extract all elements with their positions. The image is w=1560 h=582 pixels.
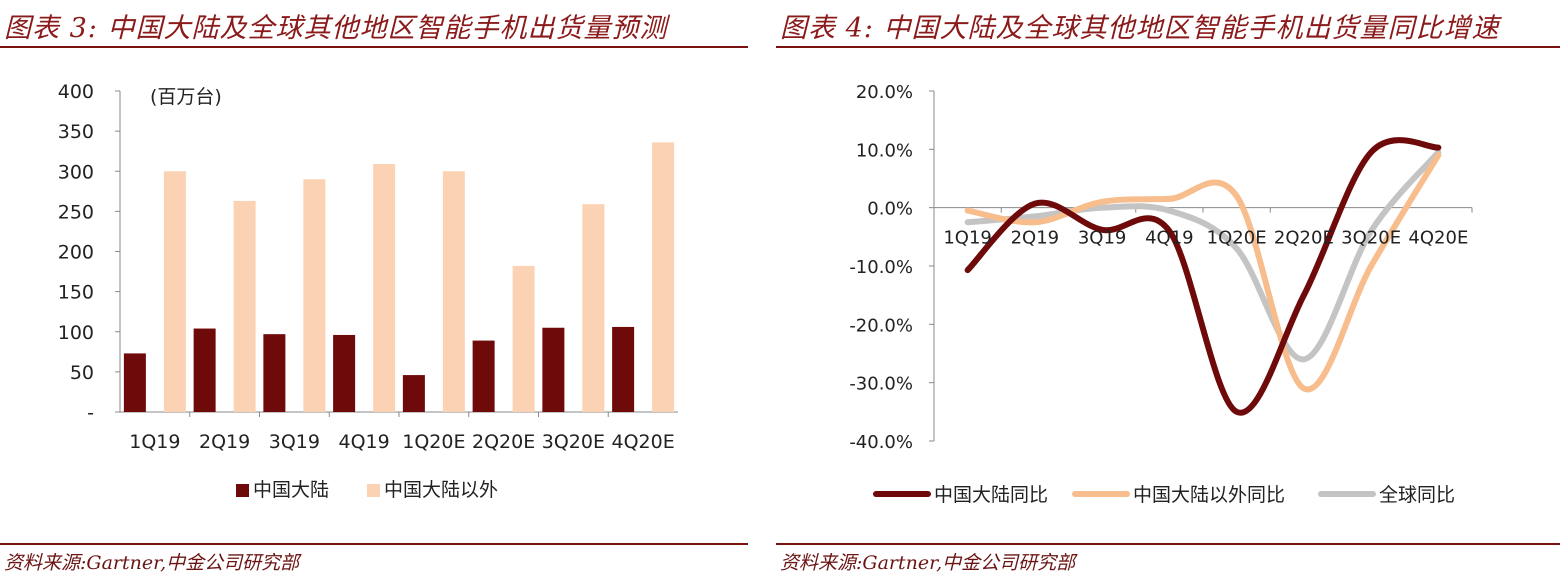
bar-china-4Q20E	[612, 326, 635, 412]
y-tick-label: 10.0%	[856, 140, 913, 161]
right-source-rule	[776, 543, 1560, 545]
line-global-yoy	[964, 149, 1442, 363]
x-tick-label: 3Q19	[1078, 228, 1127, 249]
legend-label-outside: 中国大陆以外	[384, 479, 498, 501]
legend-label-china: 中国大陆	[253, 479, 329, 501]
x-tick-label: 3Q20E	[1341, 228, 1401, 249]
right-chart-title: 图表 4: 中国大陆及全球其他地区智能手机出货量同比增速	[780, 13, 1500, 44]
y-tick-label: 200	[58, 242, 94, 264]
bar-outside-1Q19	[163, 171, 186, 412]
bar-outside-2Q20E	[512, 265, 535, 412]
x-tick-label: 1Q19	[129, 431, 180, 453]
bar-china-2Q19	[193, 328, 216, 412]
x-tick-label: 1Q20E	[1207, 228, 1267, 249]
bar-china-3Q20E	[542, 327, 565, 412]
x-tick-label: 3Q19	[269, 431, 320, 453]
legend-swatch-china	[236, 484, 249, 497]
bar-china-4Q19	[333, 334, 356, 412]
line-china-yoy	[964, 137, 1442, 416]
bar-outside-3Q19	[303, 179, 326, 412]
legend-label-china: 中国大陆同比	[934, 484, 1048, 506]
x-tick-label: 2Q20E	[472, 431, 535, 453]
bar-outside-1Q20E	[442, 171, 465, 412]
y-tick-label: 20.0%	[856, 82, 913, 103]
y-tick-label: -	[87, 402, 94, 424]
x-tick-label: 4Q20E	[612, 431, 675, 453]
line-outside-yoy	[964, 152, 1442, 393]
bar-outside-4Q20E	[652, 142, 675, 413]
left-chart-title: 图表 3: 中国大陆及全球其他地区智能手机出货量预测	[4, 13, 668, 44]
legend-swatch-outside	[367, 484, 380, 497]
y-tick-label: 50	[70, 362, 94, 384]
y-tick-label: 100	[58, 322, 94, 344]
y-tick-label: -10.0%	[849, 257, 913, 278]
bar-china-1Q19	[123, 353, 146, 412]
line-chart: -40.0% -30.0% -20.0% -10.0% 0.0% 10.0% 20.0% 1Q…	[849, 82, 1473, 506]
right-source-note: 资料来源:Gartner,中金公司研究部	[780, 552, 1076, 574]
y-tick-label: -20.0%	[849, 315, 913, 336]
bar-chart: (百万台) - 50 100 150 200 250 300 350 400 1Q19 2Q19 3Q…	[58, 81, 678, 501]
y-tick-label: -40.0%	[849, 432, 913, 453]
y-tick-label: 350	[58, 121, 94, 143]
y-tick-label: 0.0%	[867, 199, 913, 220]
right-chart-panel: 图表 4: 中国大陆及全球其他地区智能手机出货量同比增速 -40.0% -30.0…	[776, 0, 1560, 582]
bar-outside-4Q19	[373, 164, 396, 412]
y-tick-label: 150	[58, 282, 94, 304]
bar-china-3Q19	[263, 334, 286, 412]
x-tick-label: 1Q20E	[402, 431, 465, 453]
left-source-rule	[0, 543, 748, 545]
left-chart-panel: 图表 3: 中国大陆及全球其他地区智能手机出货量预测 (百万台) - 50 100 1…	[0, 0, 748, 582]
x-tick-label: 1Q19	[943, 228, 992, 249]
legend-label-outside: 中国大陆以外同比	[1133, 484, 1285, 506]
x-tick-label: 4Q20E	[1408, 228, 1468, 249]
y-tick-label: -30.0%	[849, 374, 913, 395]
x-tick-label: 3Q20E	[542, 431, 605, 453]
x-tick-label: 4Q19	[1145, 228, 1194, 249]
bar-china-2Q20E	[472, 340, 495, 412]
x-tick-label: 4Q19	[339, 431, 390, 453]
right-title-rule	[776, 46, 1560, 48]
y-tick-label: 250	[58, 201, 94, 223]
y-tick-label: 400	[58, 81, 94, 103]
bar-china-1Q20E	[402, 375, 425, 412]
y-tick-label: 300	[58, 161, 94, 183]
bar-outside-2Q19	[233, 200, 256, 412]
left-title-rule	[0, 46, 748, 48]
legend-label-global: 全球同比	[1379, 484, 1455, 506]
x-tick-label: 2Q19	[1011, 228, 1060, 249]
x-tick-label: 2Q20E	[1274, 228, 1334, 249]
bar-outside-3Q20E	[582, 204, 605, 412]
x-tick-label: 2Q19	[199, 431, 250, 453]
left-source-note: 资料来源:Gartner,中金公司研究部	[4, 552, 300, 574]
unit-label: (百万台)	[150, 86, 222, 108]
